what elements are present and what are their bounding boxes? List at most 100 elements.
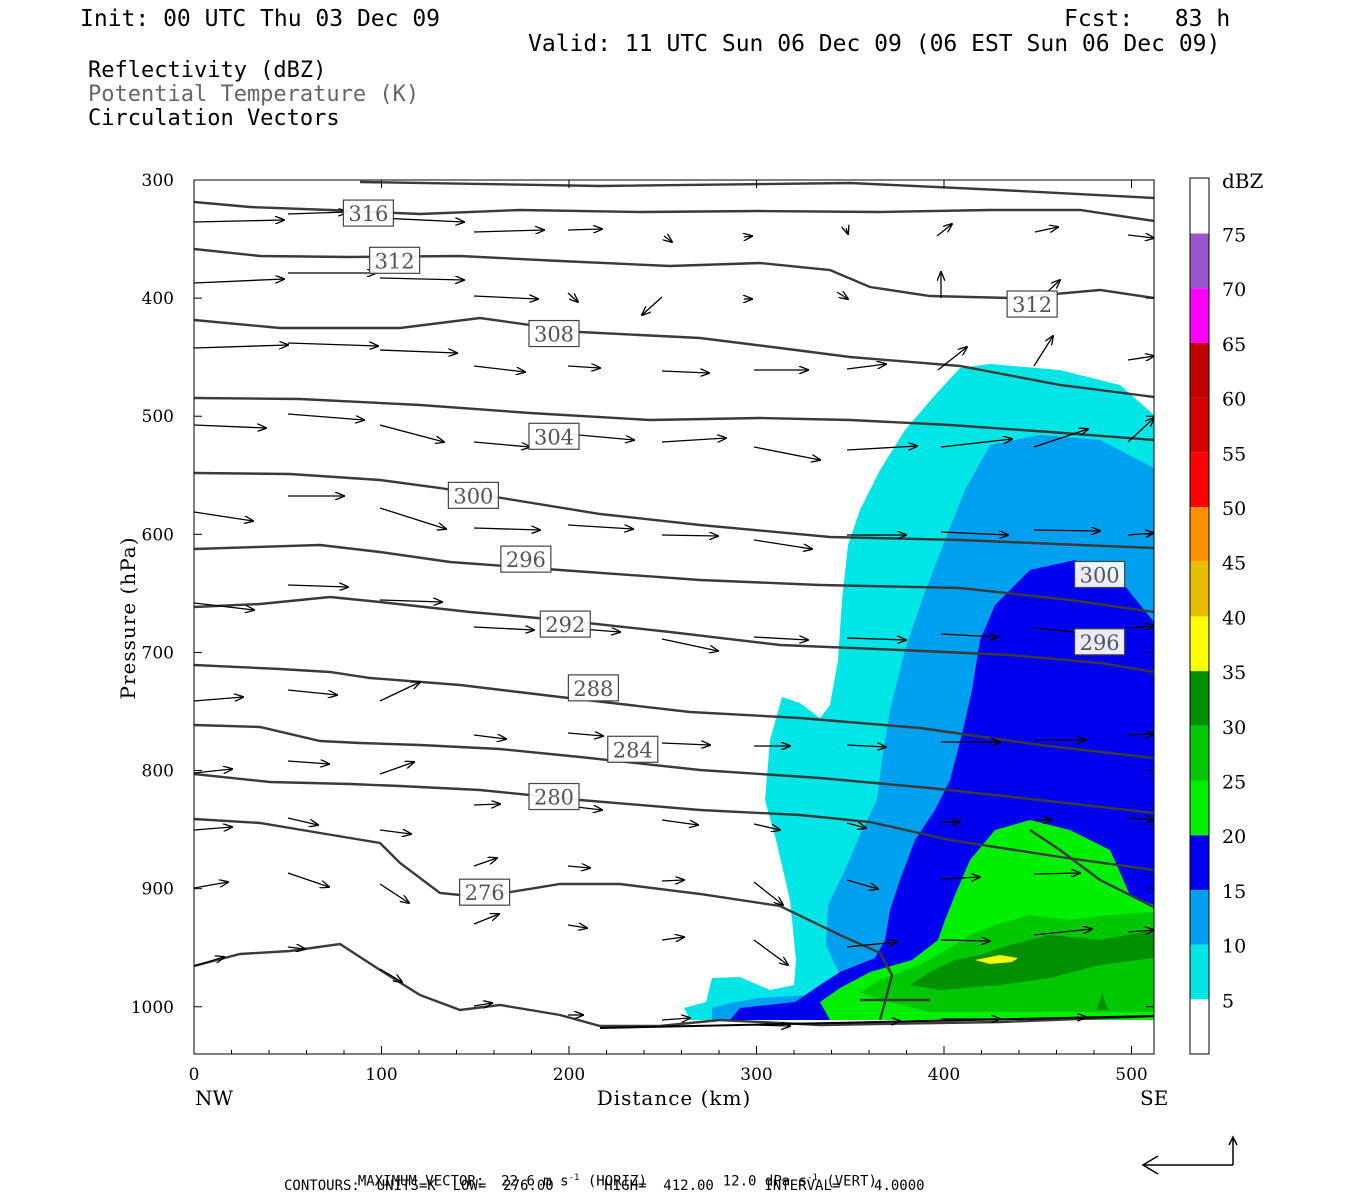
circulation-vector — [379, 762, 414, 775]
field-theta: Potential Temperature (K) — [88, 82, 420, 107]
circulation-vector — [940, 532, 1008, 535]
circulation-vector — [753, 539, 812, 549]
circulation-vector — [753, 823, 780, 830]
y-tick-label: 600 — [142, 525, 174, 545]
colorbar-tick-label: 5 — [1222, 990, 1234, 1012]
refl-30 — [910, 930, 1154, 990]
circulation-vector — [194, 602, 254, 610]
contour-label: 316 — [348, 202, 388, 226]
axes: 0 100 200 300 400 500 300 400 500 600 700 800 900 100… — [131, 171, 1154, 1085]
colorbar-segment — [1190, 725, 1209, 781]
circulation-vector — [1127, 533, 1154, 535]
colorbar-tick-label: 70 — [1222, 279, 1246, 301]
colorbar-segment — [1190, 999, 1209, 1054]
circulation-vector — [661, 743, 710, 745]
colorbar-segment — [1190, 835, 1209, 890]
circulation-vector — [473, 365, 525, 372]
y-axis-label: Pressure (hPa) — [116, 537, 140, 700]
circulation-vector — [753, 881, 783, 905]
circulation-vector — [1127, 734, 1154, 735]
circulation-vector — [473, 441, 530, 447]
theta-contours — [194, 180, 1154, 1028]
circulation-vector — [473, 858, 497, 867]
horiz-value: 22.6 m s — [501, 1173, 569, 1190]
x-right-label: SE — [1140, 1086, 1168, 1110]
circulation-vector — [937, 347, 967, 371]
circulation-vector — [287, 817, 318, 825]
circulation-vector — [846, 823, 866, 828]
colorbar-segment — [1190, 671, 1209, 726]
circulation-vector — [940, 439, 1012, 448]
theta-300-line — [194, 471, 1154, 550]
circulation-vector — [473, 735, 506, 739]
circulation-vector — [661, 937, 684, 940]
contour-label-box — [1006, 290, 1058, 318]
circulation-vector — [1033, 873, 1080, 874]
x-tick-label: 300 — [740, 1065, 772, 1085]
y-tick-label: 700 — [142, 643, 174, 663]
circulation-vector — [379, 424, 444, 442]
circulation-vector — [473, 914, 499, 925]
circulation-vector — [846, 879, 878, 889]
circulation-vector — [567, 866, 590, 868]
circulation-vector — [661, 438, 726, 443]
circulation-vector — [1127, 235, 1154, 238]
ground-surface — [599, 1015, 1155, 1029]
y-tick-label: 900 — [142, 880, 174, 900]
circulation-vector — [379, 682, 420, 702]
circulation-vector — [194, 769, 232, 773]
forecast-hour: Fcst: 83 h — [1064, 6, 1231, 32]
circulation-vector — [940, 877, 980, 879]
colorbar-tick-label: 50 — [1222, 498, 1246, 520]
contour-label: 296 — [506, 548, 546, 572]
colorbar-frame — [1189, 177, 1210, 1055]
theta-280-line — [194, 772, 1154, 872]
circulation-vector — [473, 1003, 492, 1006]
reference-vector — [1141, 1135, 1238, 1175]
contour-label-box — [1074, 628, 1126, 656]
contour-label: 288 — [573, 677, 613, 701]
colorbar-segment — [1190, 288, 1209, 343]
circulation-vector — [1033, 336, 1053, 367]
circulation-vectors — [194, 212, 1154, 1026]
circulation-vector — [194, 220, 284, 222]
x-tick-label: 100 — [365, 1065, 397, 1085]
x-tick-label: 200 — [553, 1065, 585, 1085]
contour-label: 276 — [465, 881, 505, 905]
contour-label-box — [447, 481, 499, 509]
contour-label-box — [528, 319, 580, 348]
valid-time: Valid: 11 UTC Sun 06 Dec 09 (06 EST Sun … — [528, 31, 1221, 57]
y-tick-label: 800 — [142, 762, 174, 782]
circulation-vector — [194, 425, 266, 428]
circulation-vector — [379, 217, 464, 222]
circulation-vector — [379, 350, 457, 353]
plot-frame — [193, 179, 1155, 1055]
contour-label-box — [369, 246, 421, 274]
x-axis-label: Distance (km) — [597, 1086, 752, 1110]
circulation-vector — [1034, 227, 1058, 232]
circulation-vector — [287, 413, 364, 420]
circulation-vector — [661, 535, 718, 536]
circulation-vector — [1127, 418, 1154, 443]
circulation-vector — [194, 827, 232, 830]
colorbar-segment — [1190, 397, 1209, 453]
contour-label-box — [459, 878, 511, 906]
contour-label-box — [528, 782, 580, 811]
init-time: Init: 00 UTC Thu 03 Dec 09 — [80, 6, 441, 32]
contour-label-box — [607, 735, 659, 763]
circulation-vector — [567, 292, 578, 302]
colorbar-tick-label: 55 — [1222, 443, 1246, 465]
circulation-vector — [661, 371, 709, 373]
max-vector-label: MAXIMUM VECTOR: — [357, 1173, 485, 1190]
circulation-vector — [379, 968, 402, 982]
circulation-vector — [661, 638, 718, 651]
circulation-vector — [379, 830, 411, 834]
circulation-vector — [379, 883, 409, 903]
theta-cold-line — [1029, 829, 1154, 909]
horiz-unit: (HORIZ) — [587, 1173, 647, 1190]
circulation-vector — [379, 507, 446, 529]
contours-line: CONTOURS: UNITS=K LOW= 276.00 HIGH= 412.… — [284, 1178, 925, 1194]
circulation-vector — [1127, 626, 1154, 628]
colorbar-segment — [1190, 889, 1209, 945]
circulation-vector — [940, 634, 998, 637]
